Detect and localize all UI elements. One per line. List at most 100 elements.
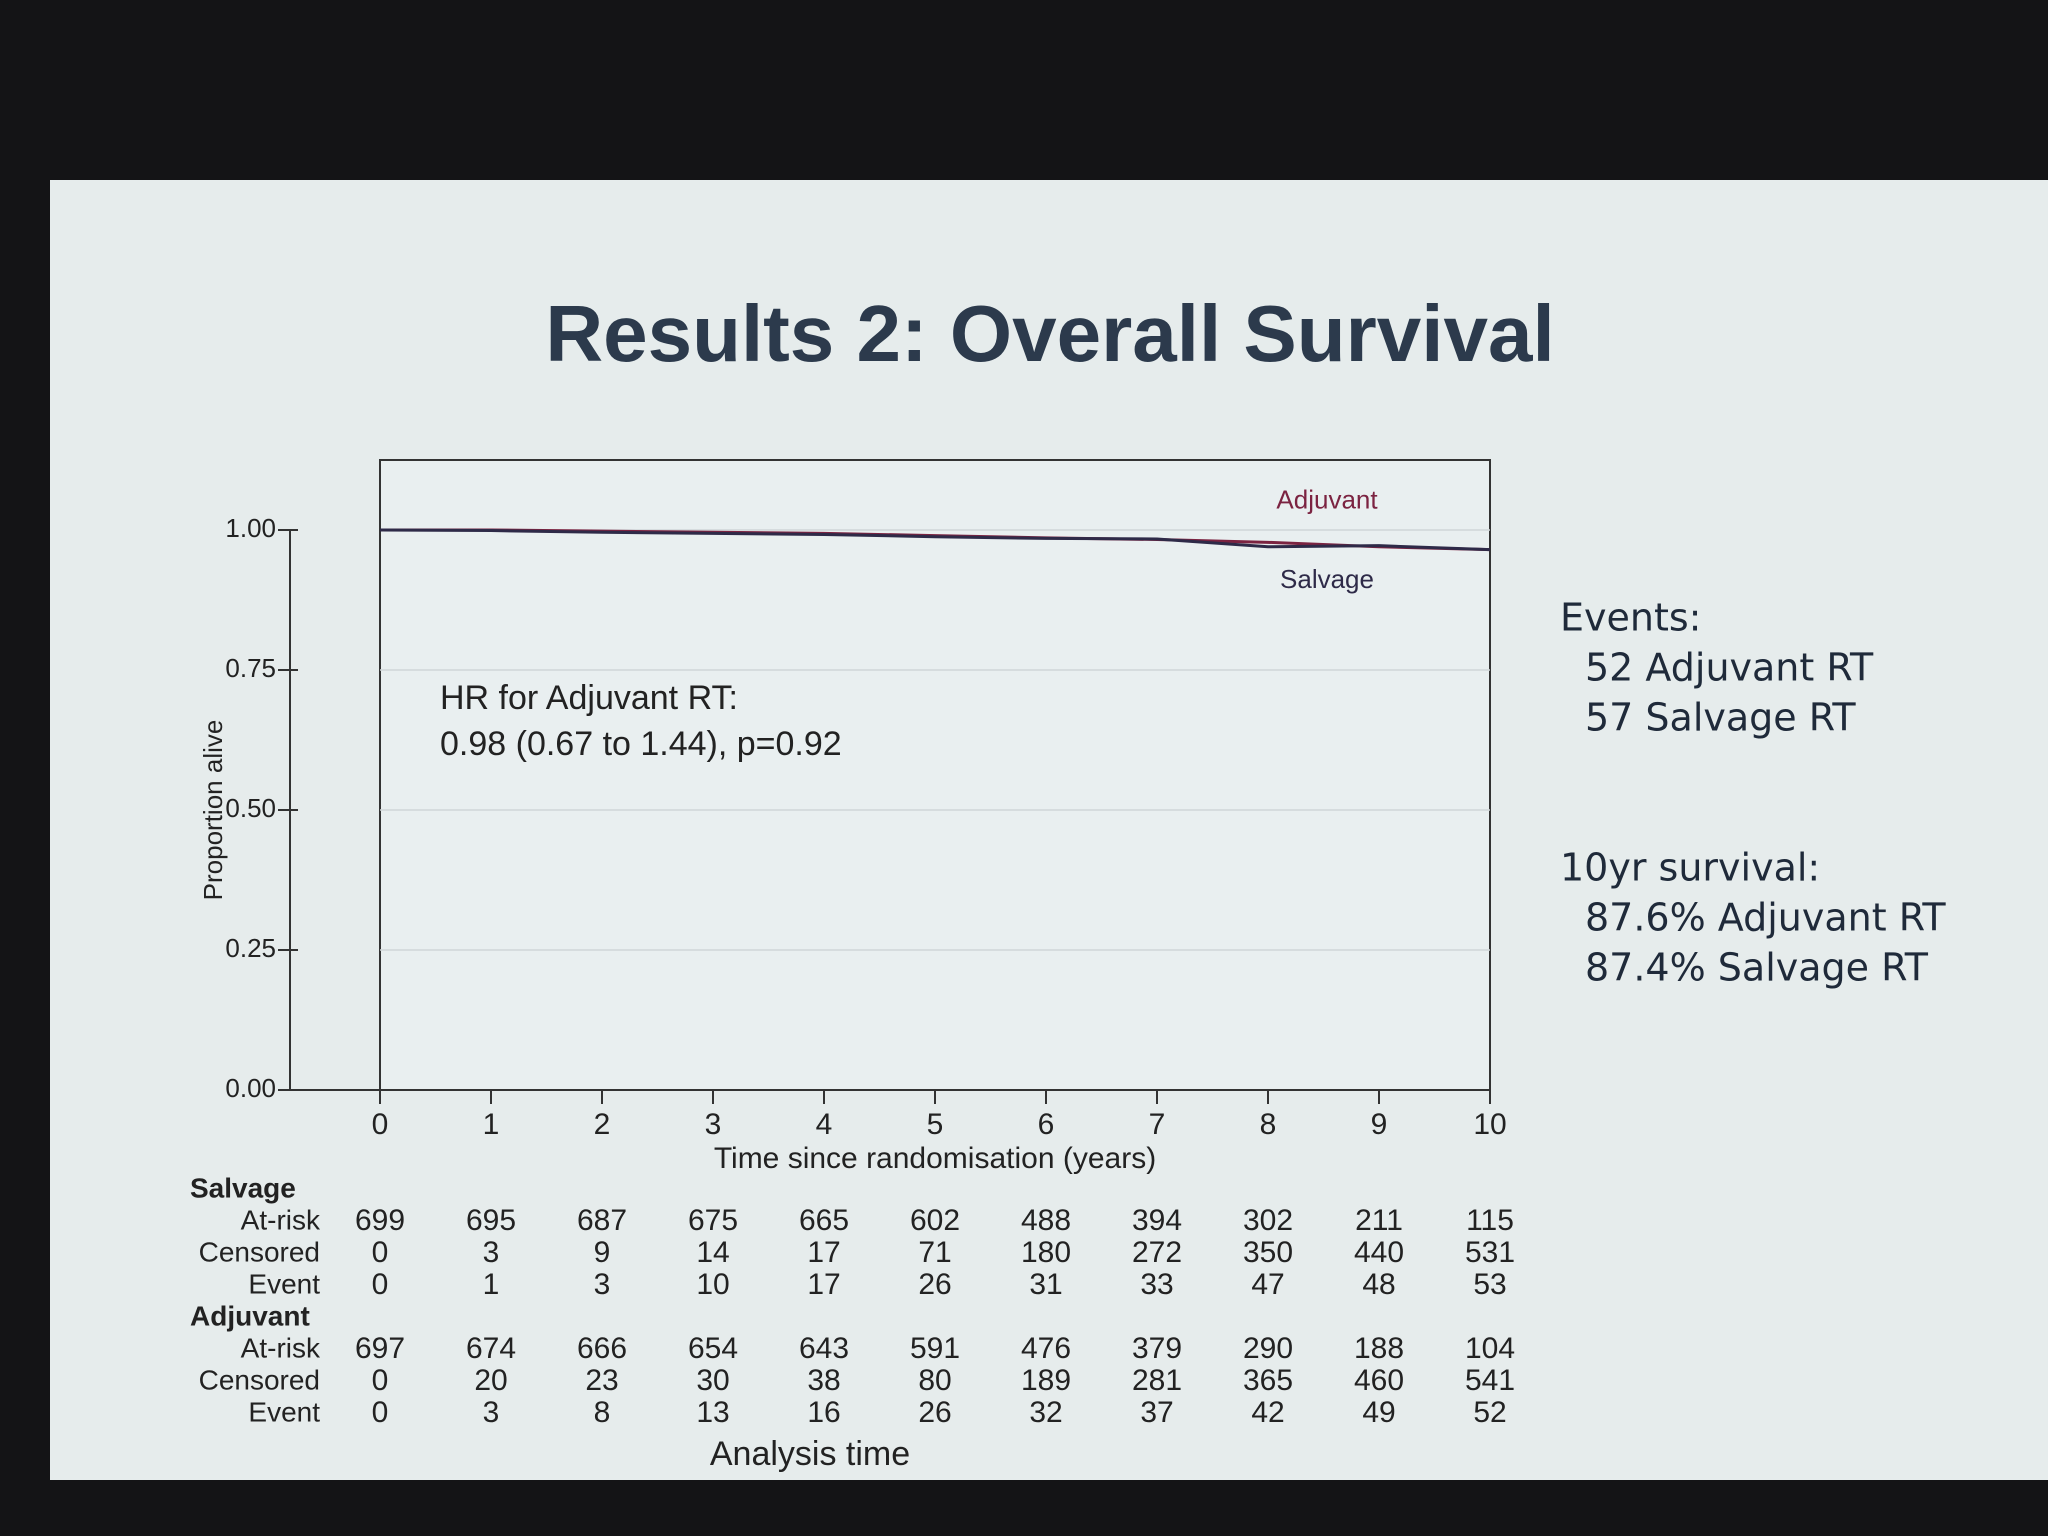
risk-value: 180 — [1021, 1236, 1071, 1269]
y-tick-label: 1.00 — [225, 513, 276, 543]
side-line: 52 Adjuvant RT — [1585, 646, 1874, 690]
x-tick-label: 2 — [594, 1108, 611, 1141]
risk-value: 37 — [1140, 1396, 1173, 1429]
risk-value: 49 — [1362, 1396, 1395, 1429]
risk-value: 394 — [1132, 1204, 1182, 1237]
risk-value: 47 — [1251, 1268, 1284, 1301]
x-tick-label: 0 — [372, 1108, 389, 1141]
risk-value: 52 — [1473, 1396, 1506, 1429]
side-heading: 10yr survival: — [1560, 846, 1820, 890]
risk-value: 8 — [594, 1396, 611, 1429]
risk-value: 48 — [1362, 1268, 1395, 1301]
risk-value: 674 — [466, 1332, 516, 1365]
risk-row-label: Event — [248, 1396, 320, 1427]
risk-value: 3 — [483, 1236, 500, 1269]
risk-value: 30 — [696, 1364, 729, 1397]
y-tick-label: 0.25 — [225, 933, 276, 963]
risk-value: 654 — [688, 1332, 738, 1365]
risk-value: 602 — [910, 1204, 960, 1237]
risk-value: 53 — [1473, 1268, 1506, 1301]
chart-title: Results 2: Overall Survival — [545, 289, 1554, 378]
x-tick-label: 9 — [1371, 1108, 1388, 1141]
risk-row-label: At-risk — [241, 1204, 321, 1235]
risk-value: 365 — [1243, 1364, 1293, 1397]
risk-value: 697 — [355, 1332, 405, 1365]
series-label: Salvage — [1280, 564, 1374, 594]
risk-value: 1 — [483, 1268, 500, 1301]
annotation: 0.98 (0.67 to 1.44), p=0.92 — [440, 725, 842, 763]
risk-value: 476 — [1021, 1332, 1071, 1365]
y-tick-label: 0.75 — [225, 653, 276, 683]
risk-row-label: Event — [248, 1268, 320, 1299]
y-tick-label: 0.00 — [225, 1073, 276, 1103]
risk-row-label: Censored — [199, 1364, 320, 1395]
risk-value: 20 — [474, 1364, 507, 1397]
side-heading: Events: — [1560, 596, 1701, 640]
risk-value: 665 — [799, 1204, 849, 1237]
x-tick-label: 4 — [816, 1108, 833, 1141]
risk-value: 0 — [372, 1396, 389, 1429]
risk-value: 33 — [1140, 1268, 1173, 1301]
risk-table-title: Analysis time — [710, 1435, 910, 1473]
risk-value: 695 — [466, 1204, 516, 1237]
risk-value: 440 — [1354, 1236, 1404, 1269]
risk-value: 17 — [807, 1236, 840, 1269]
risk-value: 9 — [594, 1236, 611, 1269]
side-line: 57 Salvage RT — [1585, 696, 1856, 740]
risk-value: 38 — [807, 1364, 840, 1397]
risk-value: 26 — [918, 1268, 951, 1301]
risk-value: 350 — [1243, 1236, 1293, 1269]
risk-value: 666 — [577, 1332, 627, 1365]
survival-line — [379, 528, 1491, 552]
side-line: 87.4% Salvage RT — [1585, 946, 1929, 990]
series-label: Adjuvant — [1276, 484, 1378, 514]
risk-value: 16 — [807, 1396, 840, 1429]
risk-value: 42 — [1251, 1396, 1284, 1429]
side-line: 87.6% Adjuvant RT — [1585, 896, 1946, 940]
risk-value: 10 — [696, 1268, 729, 1301]
risk-value: 591 — [910, 1332, 960, 1365]
risk-group: Adjuvant — [190, 1300, 310, 1331]
risk-value: 302 — [1243, 1204, 1293, 1237]
risk-value: 26 — [918, 1396, 951, 1429]
risk-value: 17 — [807, 1268, 840, 1301]
risk-value: 531 — [1465, 1236, 1515, 1269]
risk-value: 14 — [696, 1236, 729, 1269]
risk-value: 0 — [372, 1268, 389, 1301]
risk-value: 3 — [594, 1268, 611, 1301]
risk-value: 32 — [1029, 1396, 1062, 1429]
risk-value: 104 — [1465, 1332, 1515, 1365]
risk-value: 188 — [1354, 1332, 1404, 1365]
annotation: HR for Adjuvant RT: — [440, 679, 738, 717]
risk-group: Salvage — [190, 1172, 296, 1203]
x-tick-label: 7 — [1149, 1108, 1166, 1141]
risk-value: 379 — [1132, 1332, 1182, 1365]
y-tick-label: 0.50 — [225, 793, 276, 823]
risk-value: 115 — [1466, 1204, 1514, 1237]
risk-value: 290 — [1243, 1332, 1293, 1365]
risk-value: 31 — [1029, 1268, 1062, 1301]
risk-value: 211 — [1355, 1204, 1403, 1237]
risk-value: 0 — [372, 1236, 389, 1269]
risk-value: 3 — [483, 1396, 500, 1429]
x-tick-label: 6 — [1038, 1108, 1055, 1141]
risk-value: 272 — [1132, 1236, 1182, 1269]
risk-row-label: At-risk — [241, 1332, 321, 1363]
x-axis-label: Time since randomisation (years) — [714, 1142, 1156, 1175]
risk-value: 71 — [918, 1236, 951, 1269]
risk-value: 460 — [1354, 1364, 1404, 1397]
x-tick-label: 5 — [927, 1108, 944, 1141]
risk-value: 0 — [372, 1364, 389, 1397]
x-tick-label: 8 — [1260, 1108, 1277, 1141]
risk-value: 675 — [688, 1204, 738, 1237]
risk-value: 541 — [1465, 1364, 1515, 1397]
risk-value: 488 — [1021, 1204, 1071, 1237]
risk-value: 281 — [1132, 1364, 1182, 1397]
risk-value: 13 — [696, 1396, 729, 1429]
y-axis-label: Proportion alive — [198, 720, 228, 901]
risk-value: 699 — [355, 1204, 405, 1237]
x-tick-label: 3 — [705, 1108, 722, 1141]
risk-value: 80 — [918, 1364, 951, 1397]
